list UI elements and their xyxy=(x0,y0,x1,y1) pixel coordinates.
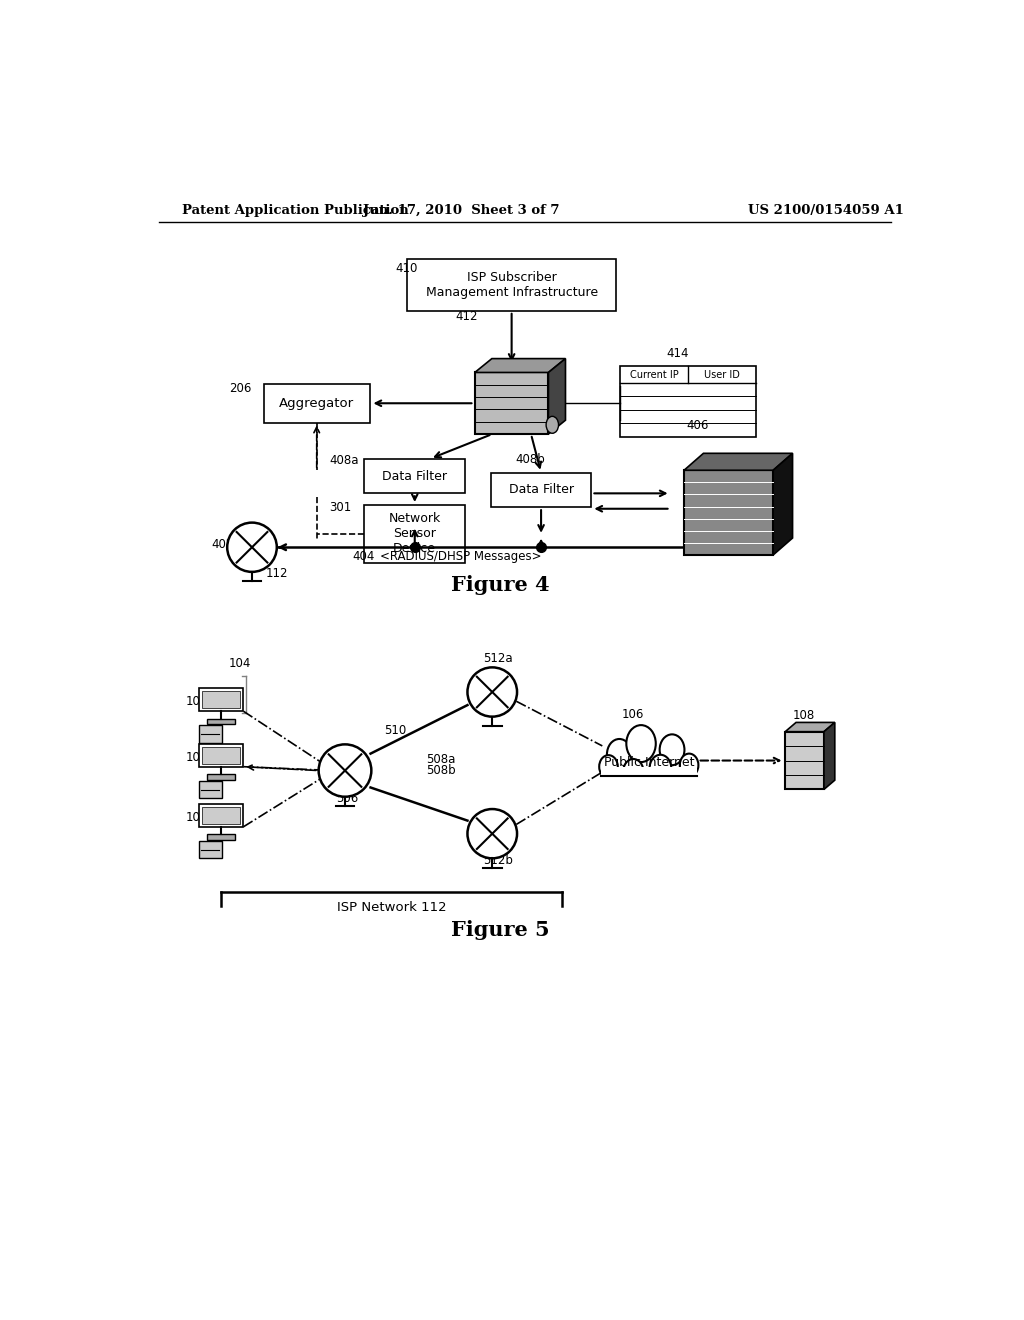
Bar xyxy=(199,688,244,711)
Text: 104: 104 xyxy=(228,656,251,669)
Bar xyxy=(601,767,697,797)
Text: 414: 414 xyxy=(667,347,689,360)
Text: 404: 404 xyxy=(352,549,375,562)
Text: 402: 402 xyxy=(212,539,234,550)
Text: 104a: 104a xyxy=(186,696,216,708)
Text: Public Internet: Public Internet xyxy=(603,755,694,768)
Text: ISP Subscriber
Management Infrastructure: ISP Subscriber Management Infrastructure xyxy=(426,271,598,298)
Bar xyxy=(365,506,465,562)
Text: 506: 506 xyxy=(336,792,358,805)
Bar xyxy=(684,470,773,554)
Bar xyxy=(202,807,241,824)
Text: 508b: 508b xyxy=(426,764,456,777)
Text: Figure 4: Figure 4 xyxy=(451,576,549,595)
Bar xyxy=(785,731,824,789)
Bar xyxy=(475,372,549,434)
Text: <RADIUS/DHSP Messages>: <RADIUS/DHSP Messages> xyxy=(381,549,542,562)
Bar xyxy=(199,841,222,858)
Ellipse shape xyxy=(659,734,684,766)
Bar xyxy=(365,459,465,494)
Bar xyxy=(202,747,241,763)
Ellipse shape xyxy=(624,759,643,784)
Ellipse shape xyxy=(607,739,632,770)
Text: Current IP: Current IP xyxy=(630,370,679,380)
Bar xyxy=(207,834,234,840)
Polygon shape xyxy=(549,359,565,434)
Polygon shape xyxy=(684,453,793,470)
Text: US 2100/0154059 A1: US 2100/0154059 A1 xyxy=(748,205,903,218)
Text: 410: 410 xyxy=(395,263,418,276)
Text: Data Filter: Data Filter xyxy=(382,470,447,483)
Text: 206: 206 xyxy=(228,383,251,396)
Ellipse shape xyxy=(599,755,617,779)
Ellipse shape xyxy=(546,416,558,433)
Bar xyxy=(199,780,222,799)
Text: Data Filter: Data Filter xyxy=(509,483,573,496)
Bar xyxy=(207,719,234,725)
Ellipse shape xyxy=(649,755,672,781)
Circle shape xyxy=(467,668,517,717)
Text: 406: 406 xyxy=(686,420,709,433)
Bar xyxy=(199,804,244,826)
Bar xyxy=(199,725,222,743)
Text: 108: 108 xyxy=(793,709,815,722)
Text: 408a: 408a xyxy=(330,454,359,467)
Text: Patent Application Publication: Patent Application Publication xyxy=(182,205,409,218)
Circle shape xyxy=(318,744,372,797)
Text: ISP Network 112: ISP Network 112 xyxy=(337,902,446,915)
Polygon shape xyxy=(785,722,835,731)
Polygon shape xyxy=(475,359,565,372)
Text: 512b: 512b xyxy=(483,854,513,867)
Ellipse shape xyxy=(680,754,698,776)
Bar xyxy=(621,367,756,437)
Text: 412: 412 xyxy=(455,310,477,323)
Text: Network
Sensor
Device: Network Sensor Device xyxy=(389,512,441,556)
Text: 301: 301 xyxy=(330,502,352,513)
Circle shape xyxy=(227,523,276,572)
Bar xyxy=(490,473,592,507)
Circle shape xyxy=(467,809,517,858)
Text: 510: 510 xyxy=(384,723,406,737)
Text: Figure 5: Figure 5 xyxy=(451,920,549,940)
Bar xyxy=(407,259,616,312)
Bar xyxy=(207,775,234,780)
Text: 104b: 104b xyxy=(186,751,216,763)
Polygon shape xyxy=(773,453,793,554)
Text: 508a: 508a xyxy=(426,752,456,766)
Text: User ID: User ID xyxy=(703,370,739,380)
Text: 512a: 512a xyxy=(483,652,513,665)
Polygon shape xyxy=(824,722,835,789)
Bar xyxy=(263,384,370,422)
Text: 408b: 408b xyxy=(515,453,545,466)
Text: Aggregator: Aggregator xyxy=(280,397,354,409)
Text: 106: 106 xyxy=(622,709,644,721)
Bar xyxy=(202,692,241,708)
Text: 112: 112 xyxy=(266,566,289,579)
Bar xyxy=(199,743,244,767)
Text: 104c: 104c xyxy=(186,810,215,824)
Text: Jun. 17, 2010  Sheet 3 of 7: Jun. 17, 2010 Sheet 3 of 7 xyxy=(362,205,559,218)
Ellipse shape xyxy=(627,725,655,762)
